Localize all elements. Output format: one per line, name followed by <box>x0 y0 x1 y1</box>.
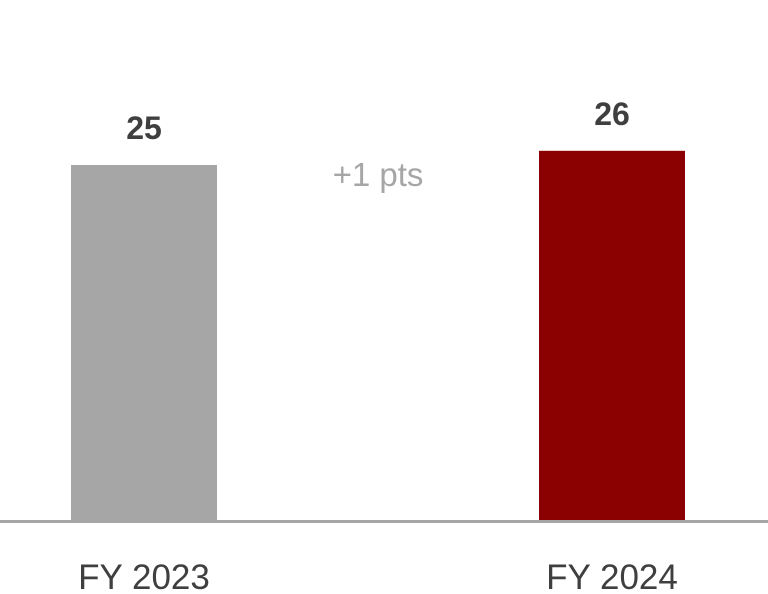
bar-fy2024 <box>539 150 685 521</box>
category-labels-group: FY 2023 FY 2024 <box>78 558 678 594</box>
delta-annotation: +1 pts <box>333 156 424 193</box>
value-labels-group: 25 26 <box>126 96 630 146</box>
category-label-fy2023: FY 2023 <box>78 558 210 594</box>
bar-fy2023 <box>71 165 217 520</box>
value-label-fy2024: 26 <box>594 96 630 132</box>
value-label-fy2023: 25 <box>126 110 162 146</box>
category-label-fy2024: FY 2024 <box>546 558 678 594</box>
bars-group <box>71 150 685 521</box>
